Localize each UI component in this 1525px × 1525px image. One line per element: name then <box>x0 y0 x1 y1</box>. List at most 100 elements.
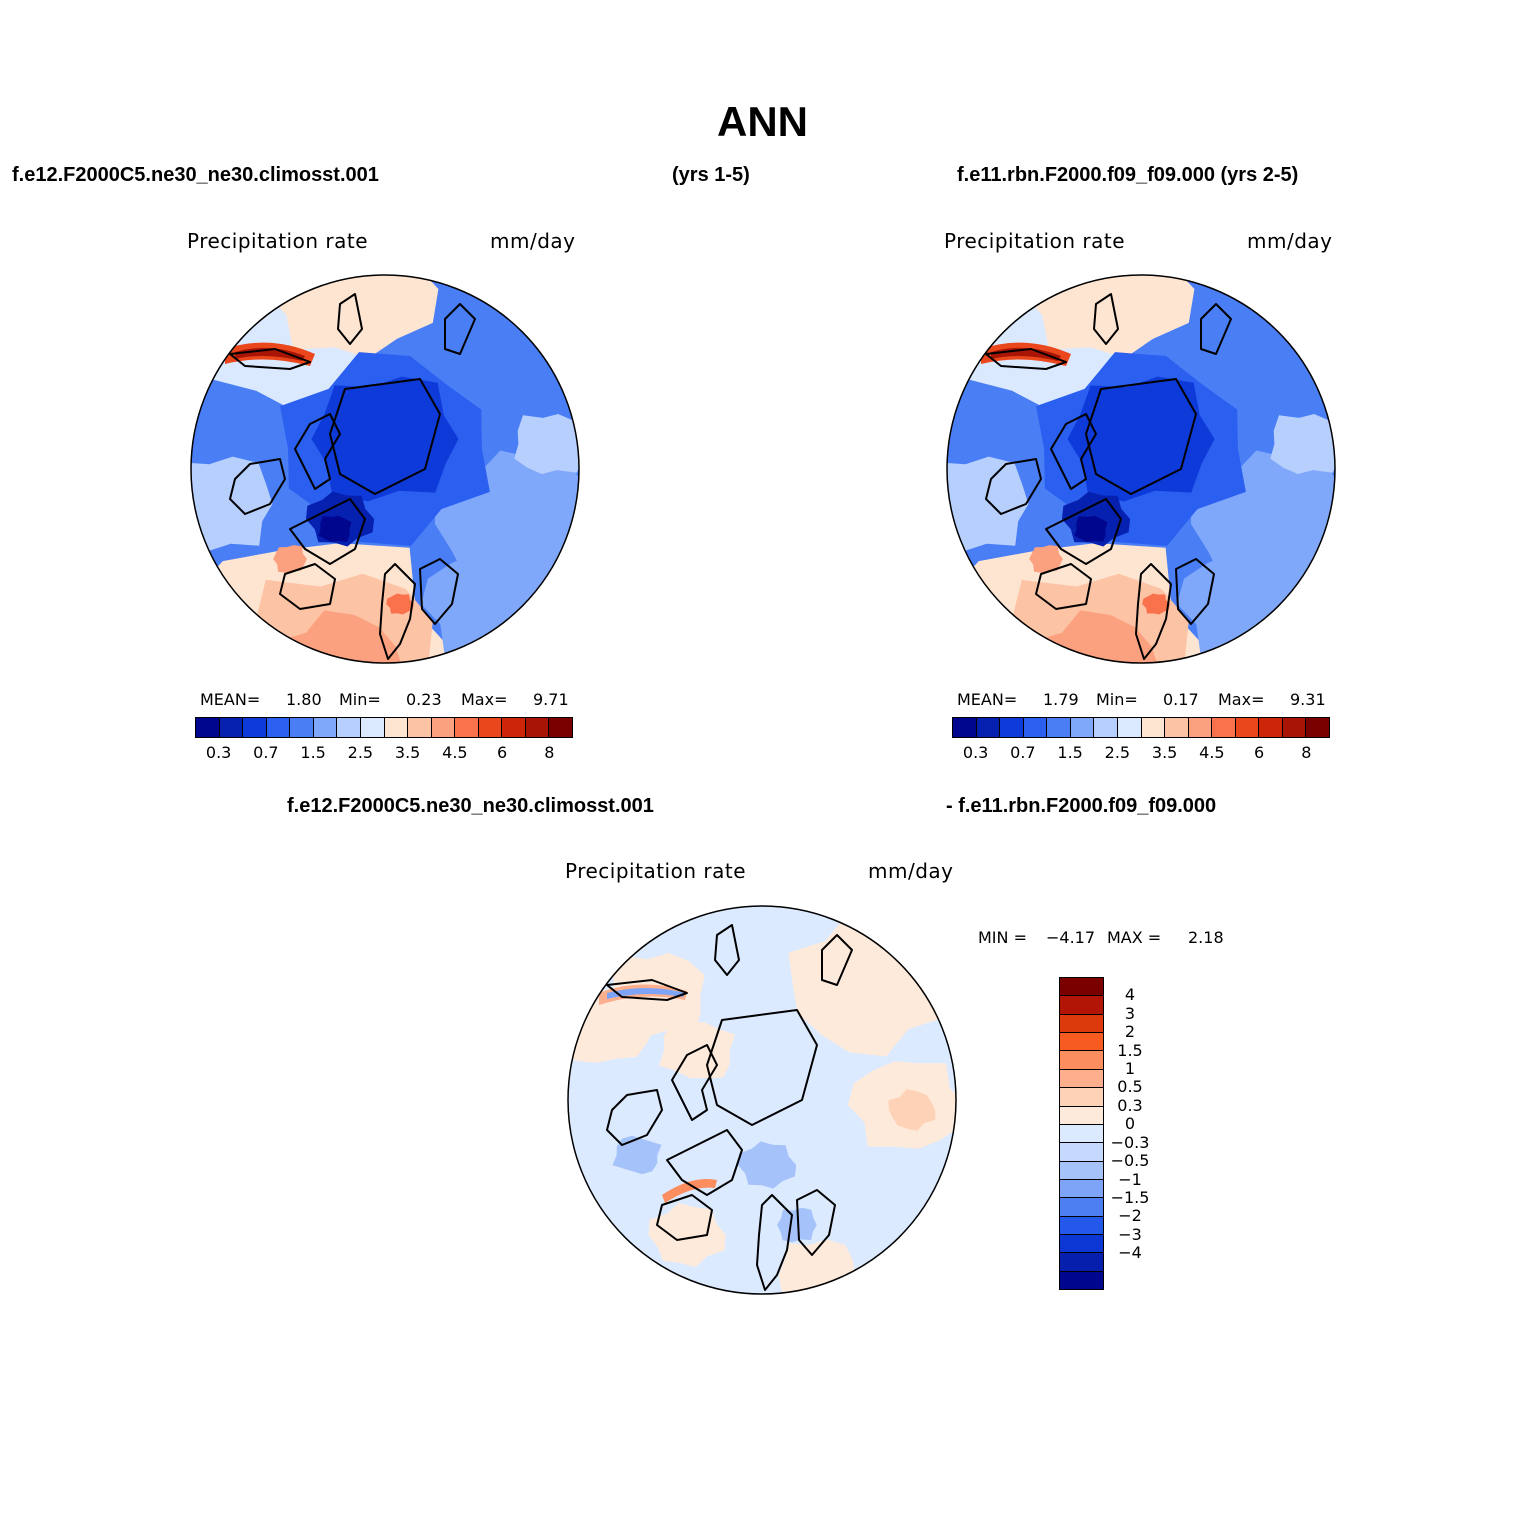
colorbar-tick-label: 4 <box>1124 985 1136 1005</box>
colorbar-swatch <box>1117 718 1142 737</box>
colorbar-swatch <box>1060 1014 1103 1034</box>
colorbar-tick-label: 1.5 <box>300 743 326 762</box>
colorbar-swatch <box>525 718 550 737</box>
colorbar-swatch <box>360 718 385 737</box>
colorbar-swatch <box>1060 1271 1103 1290</box>
colorbar-tick-label: 3.5 <box>394 743 421 762</box>
diff-header-left: f.e12.F2000C5.ne30_ne30.climosst.001 <box>287 795 654 817</box>
colorbar-swatch <box>1060 1051 1103 1070</box>
colorbar-swatch <box>455 718 479 737</box>
colorbar-tick-label: 8 <box>1301 743 1312 762</box>
colorbar-tick-label: −1 <box>1118 1169 1142 1189</box>
panel1-max-value: 9.71 <box>533 690 569 709</box>
colorbar-swatch <box>337 718 361 737</box>
colorbar-swatch <box>1000 718 1024 737</box>
panel2-variable-label: Precipitation rate <box>944 229 1125 253</box>
panel1-mean-label: MEAN= <box>200 690 261 709</box>
colorbar-tick-label: 4.5 <box>1199 743 1225 762</box>
colorbar-tick-label: 2.5 <box>347 743 374 762</box>
panel1-units-label: mm/day <box>490 229 576 253</box>
header-case-left: f.e12.F2000C5.ne30_ne30.climosst.001 <box>12 164 379 186</box>
colorbar-tick-label: 1.5 <box>1117 1040 1143 1060</box>
panel3-min-label: MIN = <box>978 928 1027 947</box>
colorbar-tick-label: 2 <box>1124 1022 1136 1042</box>
colorbar-tick-label: 2.5 <box>1104 743 1131 762</box>
colorbar-swatch <box>1047 718 1071 737</box>
panel2-mean-label: MEAN= <box>957 690 1018 709</box>
colorbar-tick-label: 1.5 <box>1057 743 1083 762</box>
colorbar-tick-label: 0.7 <box>253 743 279 762</box>
colorbar-swatch <box>1060 1033 1103 1052</box>
panel3-units-label: mm/day <box>868 859 954 883</box>
colorbar-swatch <box>1188 718 1213 737</box>
panel1-variable-label: Precipitation rate <box>187 229 368 253</box>
panel1-min-label: Min= <box>339 690 381 709</box>
colorbar-swatch <box>1306 718 1329 737</box>
colorbar-tick-label: 0.3 <box>1117 1095 1143 1115</box>
colorbar-swatch <box>1259 718 1283 737</box>
colorbar-swatch <box>1094 718 1118 737</box>
panel1-max-label: Max= <box>461 690 508 709</box>
colorbar-swatch <box>1235 718 1260 737</box>
colorbar-swatch <box>266 718 291 737</box>
colorbar-tick-label: 8 <box>544 743 555 762</box>
colorbar-swatch <box>1060 1161 1103 1180</box>
colorbar-swatch <box>1060 1198 1103 1217</box>
colorbar-tick-label: 3.5 <box>1151 743 1178 762</box>
colorbar-swatch <box>1212 718 1236 737</box>
colorbar-swatch <box>502 718 526 737</box>
colorbar-swatch <box>1060 1253 1103 1272</box>
colorbar-swatch <box>408 718 432 737</box>
colorbar-swatch <box>290 718 314 737</box>
colorbar-tick-label: 3 <box>1124 1003 1136 1023</box>
panel3-min-value: −4.17 <box>1046 928 1096 947</box>
panel1-polar-map <box>190 274 580 664</box>
colorbar-swatch <box>1060 1124 1103 1144</box>
colorbar-tick-label: −3 <box>1118 1224 1142 1244</box>
panel2-max-value: 9.31 <box>1290 690 1326 709</box>
colorbar-swatch <box>1060 996 1103 1015</box>
colorbar-swatch <box>478 718 503 737</box>
panel2-min-label: Min= <box>1096 690 1138 709</box>
colorbar-tick-label: 0 <box>1124 1114 1136 1134</box>
colorbar-swatch <box>1060 1069 1103 1089</box>
colorbar-swatch <box>1060 1216 1103 1236</box>
panel2-colorbar <box>952 717 1330 738</box>
colorbar-swatch <box>1060 1179 1103 1199</box>
colorbar-tick-label: 1 <box>1124 1059 1136 1079</box>
colorbar-swatch <box>1023 718 1048 737</box>
colorbar-swatch <box>1060 1143 1103 1162</box>
colorbar-tick-label: 0.3 <box>205 743 232 762</box>
colorbar-tick-label: −2 <box>1118 1206 1142 1226</box>
panel2-max-label: Max= <box>1218 690 1265 709</box>
panel3-max-value: 2.18 <box>1188 928 1224 947</box>
colorbar-swatch <box>1060 1106 1103 1125</box>
colorbar-swatch <box>196 718 220 737</box>
diff-header-right: - f.e11.rbn.F2000.f09_f09.000 <box>946 795 1217 817</box>
header-years: (yrs 1-5) <box>672 164 750 186</box>
panel3-max-label: MAX = <box>1107 928 1162 947</box>
colorbar-swatch <box>384 718 409 737</box>
colorbar-swatch <box>1282 718 1307 737</box>
header-case-right: f.e11.rbn.F2000.f09_f09.000 (yrs 2-5) <box>957 164 1299 186</box>
colorbar-swatch <box>1060 1088 1103 1107</box>
panel2-min-value: 0.17 <box>1163 690 1199 709</box>
colorbar-tick-label: −0.5 <box>1110 1151 1150 1171</box>
colorbar-swatch <box>1060 978 1103 997</box>
panel3-variable-label: Precipitation rate <box>565 859 746 883</box>
colorbar-swatch <box>953 718 977 737</box>
colorbar-tick-label: 0.5 <box>1117 1077 1143 1097</box>
colorbar-swatch <box>313 718 338 737</box>
colorbar-swatch <box>549 718 572 737</box>
colorbar-tick-label: 0.3 <box>962 743 989 762</box>
colorbar-tick-label: −4 <box>1118 1243 1142 1263</box>
panel2-units-label: mm/day <box>1247 229 1333 253</box>
colorbar-tick-label: −1.5 <box>1110 1187 1150 1207</box>
colorbar-swatch <box>1165 718 1189 737</box>
panel3-polar-map <box>567 905 957 1295</box>
panel3-colorbar <box>1059 977 1104 1290</box>
colorbar-tick-label: −0.3 <box>1110 1132 1150 1152</box>
page-title: ANN <box>717 98 808 145</box>
colorbar-swatch <box>219 718 244 737</box>
panel1-mean-value: 1.80 <box>286 690 322 709</box>
